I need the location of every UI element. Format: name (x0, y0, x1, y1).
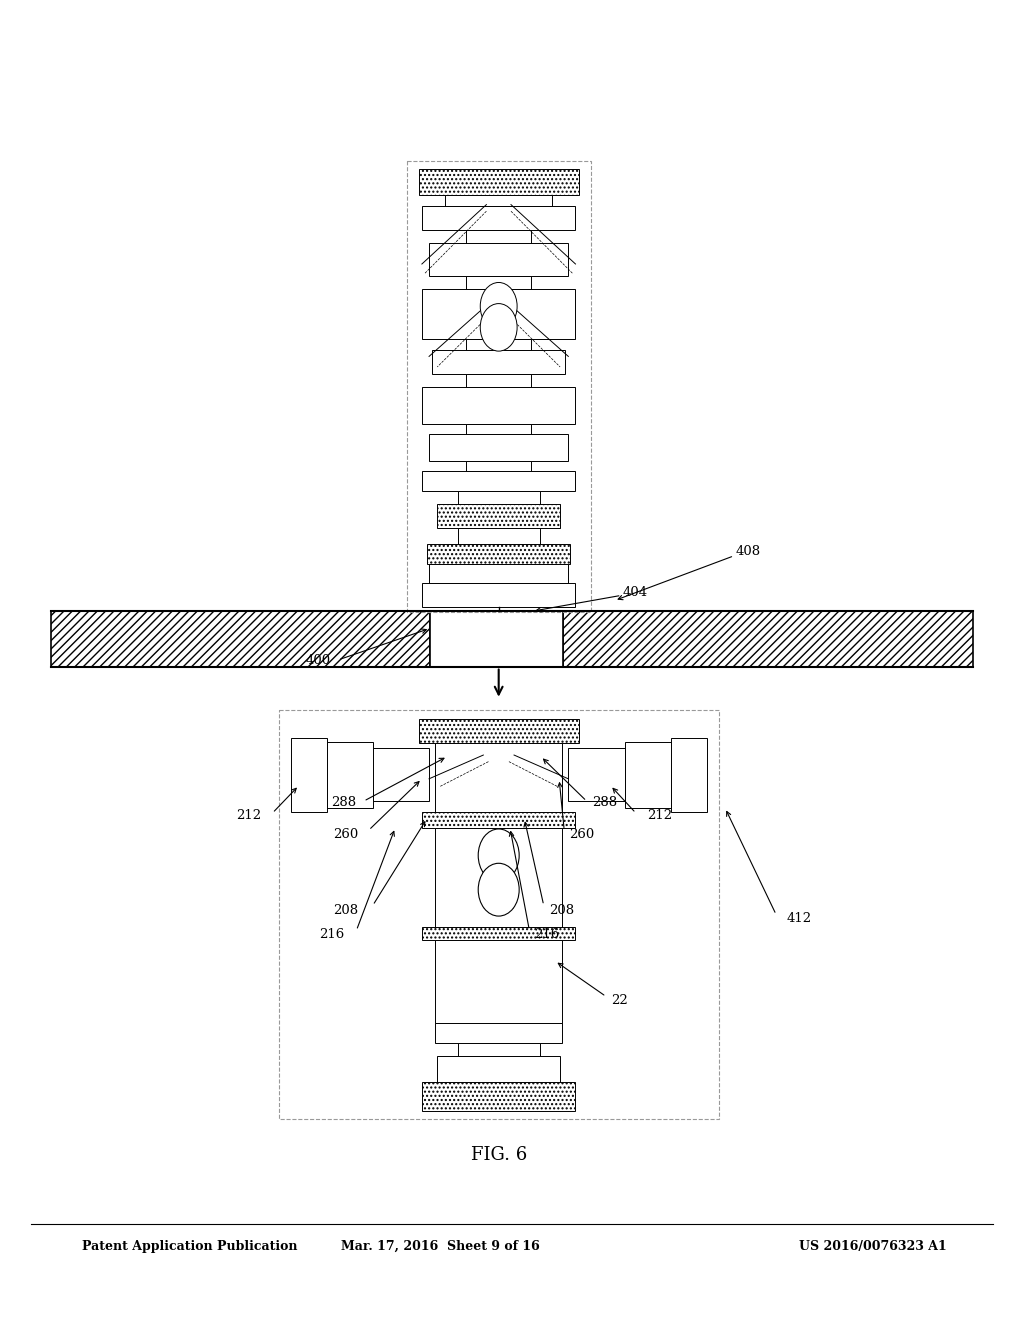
Bar (422, 289, 575, 339)
Bar (373, 748, 429, 801)
Bar (327, 742, 373, 808)
Text: 22: 22 (611, 994, 628, 1007)
Bar (466, 374, 531, 387)
Bar (437, 504, 560, 528)
Bar (458, 491, 540, 504)
Bar (435, 743, 562, 812)
Bar (430, 611, 563, 667)
Bar (435, 1023, 562, 1043)
Text: 260: 260 (569, 828, 595, 841)
Bar (445, 195, 552, 206)
Text: 260: 260 (333, 828, 358, 841)
Text: 408: 408 (735, 545, 761, 558)
Bar (671, 738, 707, 812)
Bar (51, 611, 430, 667)
Bar (422, 387, 575, 424)
Bar (466, 424, 531, 434)
Text: Mar. 17, 2016  Sheet 9 of 16: Mar. 17, 2016 Sheet 9 of 16 (341, 1239, 540, 1253)
Bar (291, 738, 327, 812)
Circle shape (478, 829, 519, 882)
Circle shape (480, 282, 517, 330)
Bar (422, 927, 575, 940)
Bar (429, 243, 568, 276)
Bar (419, 719, 579, 743)
Text: 208: 208 (549, 904, 574, 917)
Bar (422, 812, 575, 828)
Bar (466, 276, 531, 289)
Text: 216: 216 (318, 928, 344, 941)
Bar (466, 339, 531, 350)
Text: 288: 288 (331, 796, 356, 809)
Bar (429, 564, 568, 583)
Bar (432, 350, 565, 374)
Text: 288: 288 (592, 796, 617, 809)
Bar (466, 461, 531, 471)
Bar (419, 169, 579, 195)
Circle shape (480, 304, 517, 351)
Bar (407, 161, 591, 612)
Bar (435, 828, 562, 927)
Bar (422, 1082, 575, 1111)
Bar (279, 710, 719, 1119)
Text: 216: 216 (535, 928, 560, 941)
Bar (466, 230, 531, 243)
Bar (437, 1056, 560, 1082)
Circle shape (478, 863, 519, 916)
Text: 400: 400 (305, 653, 331, 667)
Text: 212: 212 (647, 809, 673, 822)
Bar (422, 206, 575, 230)
Bar (458, 1043, 540, 1056)
Bar (422, 471, 575, 491)
Bar (625, 742, 671, 808)
Text: FIG. 6: FIG. 6 (471, 1146, 526, 1164)
Text: 412: 412 (786, 912, 812, 925)
Text: US 2016/0076323 A1: US 2016/0076323 A1 (799, 1239, 946, 1253)
Bar (435, 940, 562, 1023)
Text: 212: 212 (236, 809, 261, 822)
Bar (422, 583, 575, 607)
Text: 404: 404 (623, 586, 648, 599)
Text: Patent Application Publication: Patent Application Publication (82, 1239, 297, 1253)
Bar (563, 611, 973, 667)
Text: 208: 208 (333, 904, 358, 917)
Bar (427, 544, 570, 564)
Bar (458, 528, 540, 544)
Bar (568, 748, 625, 801)
Bar (429, 434, 568, 461)
